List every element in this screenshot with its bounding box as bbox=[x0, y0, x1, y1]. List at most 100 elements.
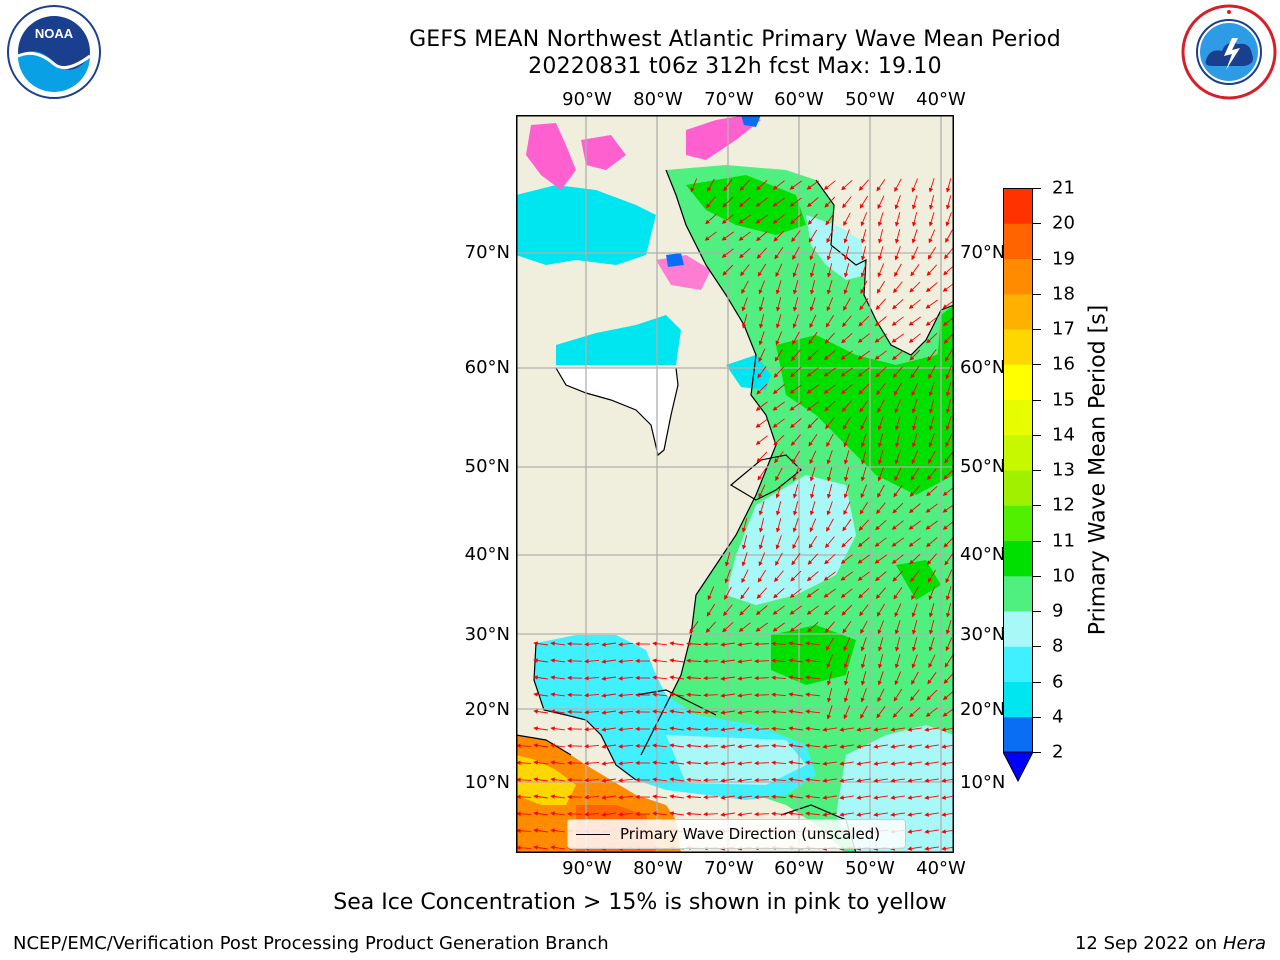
wave-direction-arrow bbox=[877, 433, 884, 448]
wave-direction-arrow bbox=[856, 778, 871, 783]
wave-direction-arrow bbox=[737, 676, 752, 681]
wave-direction-arrow bbox=[890, 812, 905, 817]
wave-direction-arrow bbox=[859, 195, 869, 209]
wave-direction-arrow bbox=[757, 467, 767, 481]
wave-direction-arrow bbox=[705, 213, 717, 225]
wave-direction-arrow bbox=[840, 571, 853, 581]
wave-direction-arrow bbox=[792, 467, 800, 482]
wave-direction-arrow bbox=[928, 620, 935, 635]
wave-direction-arrow bbox=[857, 367, 870, 377]
wave-direction-arrow bbox=[877, 246, 884, 261]
wave-direction-arrow bbox=[945, 212, 952, 227]
wave-direction-arrow bbox=[894, 416, 901, 431]
wave-direction-arrow bbox=[737, 812, 752, 817]
wave-direction-arrow bbox=[601, 676, 616, 681]
wave-direction-arrow bbox=[858, 519, 870, 531]
wave-direction-arrow bbox=[806, 384, 819, 394]
wave-direction-arrow bbox=[791, 553, 801, 566]
wave-direction-arrow bbox=[843, 280, 850, 295]
wave-direction-arrow bbox=[584, 710, 600, 715]
lon-label-top: 60°W bbox=[774, 89, 824, 110]
wave-direction-arrow bbox=[724, 586, 732, 600]
colorbar-segment bbox=[1003, 470, 1033, 506]
wave-direction-arrow bbox=[841, 179, 853, 191]
lat-label-right: 10°N bbox=[960, 772, 1006, 793]
wave-direction-arrow bbox=[771, 760, 787, 765]
wave-direction-arrow bbox=[944, 552, 954, 566]
wave-direction-arrow bbox=[944, 451, 954, 464]
wave-direction-arrow bbox=[703, 811, 719, 817]
wave-direction-arrow bbox=[775, 280, 782, 295]
wave-direction-arrow bbox=[874, 537, 887, 547]
wave-direction-arrow bbox=[703, 760, 719, 766]
wave-direction-arrow bbox=[550, 760, 565, 765]
wave-direction-arrow bbox=[890, 744, 905, 749]
wave-direction-arrow bbox=[860, 484, 868, 499]
wave-direction-arrow bbox=[686, 811, 702, 817]
wave-direction-arrow bbox=[858, 383, 870, 395]
wave-direction-arrow bbox=[706, 603, 716, 617]
wave-direction-arrow bbox=[772, 605, 785, 615]
wave-direction-arrow bbox=[774, 247, 784, 260]
wave-direction-arrow bbox=[772, 180, 785, 190]
wave-direction-arrow bbox=[758, 297, 765, 312]
wave-direction-arrow bbox=[825, 637, 834, 651]
wave-direction-arrow bbox=[772, 401, 785, 411]
wave-direction-arrow bbox=[839, 812, 854, 817]
wave-direction-arrow bbox=[601, 659, 616, 664]
wave-direction-arrow bbox=[928, 433, 935, 448]
wave-direction-arrow bbox=[873, 778, 888, 783]
wave-direction-arrow bbox=[877, 654, 884, 669]
wave-direction-arrow bbox=[911, 246, 919, 261]
wave-direction-arrow bbox=[805, 726, 821, 731]
wave-direction-arrow bbox=[737, 744, 752, 749]
wave-direction-arrow bbox=[533, 828, 548, 833]
wave-direction-arrow bbox=[860, 450, 867, 465]
wave-direction-arrow bbox=[756, 587, 768, 599]
wave-direction-arrow bbox=[720, 710, 735, 715]
wave-direction-arrow bbox=[894, 671, 902, 686]
wave-direction-arrow bbox=[775, 535, 782, 550]
wave-direction-arrow bbox=[805, 658, 821, 663]
wave-direction-arrow bbox=[877, 484, 885, 498]
wave-direction-arrow bbox=[826, 229, 834, 244]
wave-direction-arrow bbox=[924, 812, 939, 817]
wave-direction-arrow bbox=[909, 281, 921, 293]
wave-direction-arrow bbox=[686, 760, 702, 766]
wave-direction-arrow bbox=[928, 195, 935, 210]
wave-direction-arrow bbox=[911, 620, 918, 635]
wave-direction-arrow bbox=[944, 348, 953, 362]
wave-direction-arrow bbox=[807, 417, 819, 429]
wave-direction-arrow bbox=[758, 535, 765, 550]
wave-direction-arrow bbox=[825, 536, 835, 549]
wave-direction-arrow bbox=[807, 553, 819, 565]
wave-direction-arrow bbox=[928, 416, 935, 431]
wave-direction-arrow bbox=[892, 366, 903, 378]
wave-direction-arrow bbox=[771, 743, 787, 748]
wave-direction-arrow bbox=[806, 367, 819, 377]
wave-direction-arrow bbox=[737, 693, 752, 698]
wave-direction-arrow bbox=[826, 246, 833, 261]
wave-direction-arrow bbox=[877, 637, 884, 652]
wave-direction-arrow bbox=[826, 484, 833, 499]
wave-direction-arrow bbox=[652, 641, 668, 646]
wave-direction-arrow bbox=[841, 400, 852, 412]
wave-direction-arrow bbox=[741, 297, 748, 312]
wave-direction-arrow bbox=[943, 332, 954, 344]
wave-direction-arrow bbox=[652, 743, 668, 748]
wave-direction-arrow bbox=[584, 642, 600, 647]
wave-direction-arrow bbox=[825, 213, 835, 226]
wave-direction-arrow bbox=[860, 263, 867, 278]
wave-direction-arrow bbox=[618, 744, 634, 749]
wave-direction-arrow bbox=[771, 794, 787, 799]
wave-direction-arrow bbox=[758, 518, 765, 533]
colorbar-tick-label: 9 bbox=[1052, 600, 1064, 622]
wave-direction-arrow bbox=[686, 777, 702, 783]
wave-direction-arrow bbox=[877, 263, 885, 278]
wave-direction-arrow bbox=[720, 795, 735, 800]
wave-direction-arrow bbox=[894, 229, 901, 244]
wave-direction-arrow bbox=[843, 501, 851, 516]
wave-direction-arrow bbox=[720, 744, 735, 749]
wave-direction-arrow bbox=[911, 450, 919, 465]
wave-direction-arrow bbox=[722, 264, 734, 276]
